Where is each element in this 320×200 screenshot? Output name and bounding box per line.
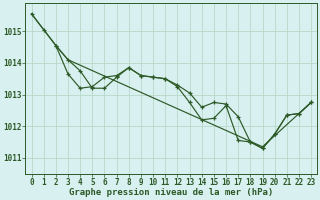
X-axis label: Graphe pression niveau de la mer (hPa): Graphe pression niveau de la mer (hPa) bbox=[69, 188, 274, 197]
